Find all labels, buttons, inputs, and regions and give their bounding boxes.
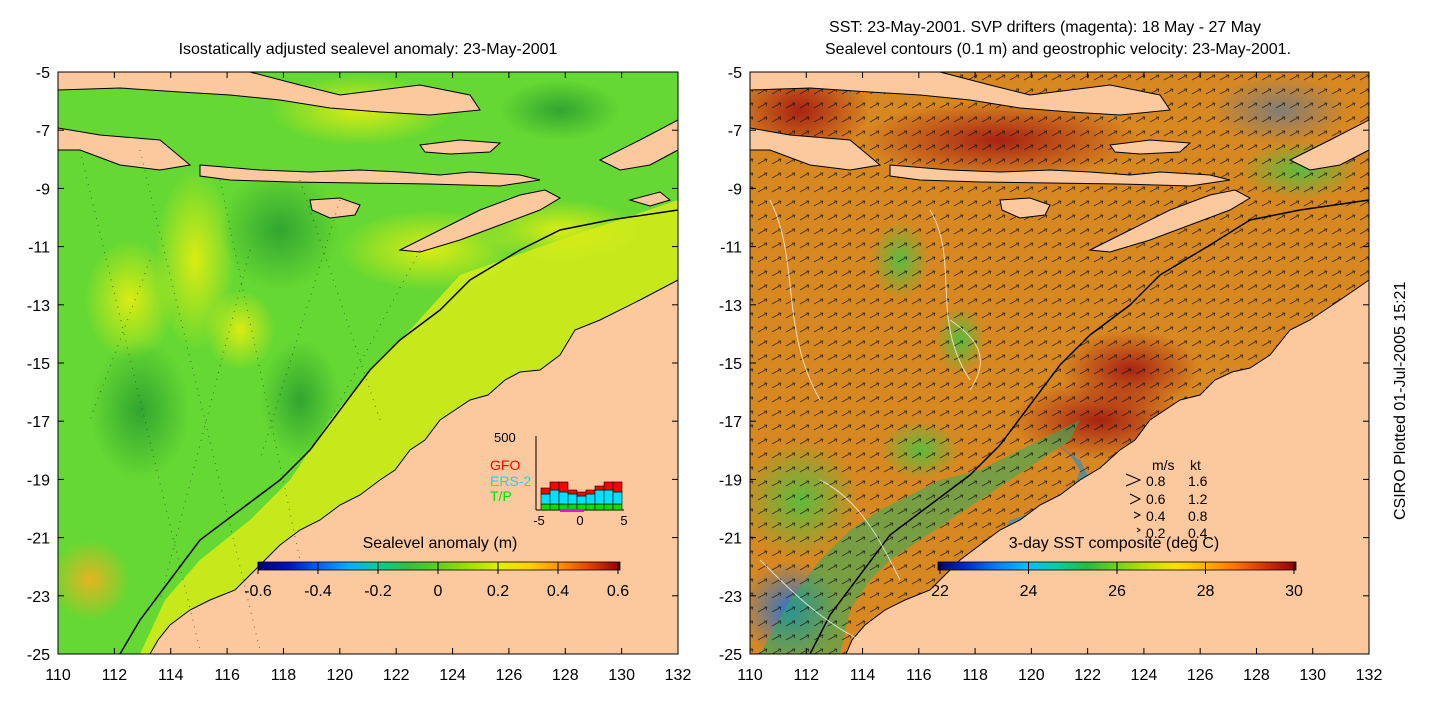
right-axis-xtick-130: 130 [1299,667,1326,684]
velocity-row1-kt: 1.6 [1188,473,1208,489]
left-axes: 110 112 114 116 118 120 122 124 126 128 130 132 -5 -7… [27,65,692,684]
sealevel-anomaly-map [58,72,678,654]
right-axis-ytick--19: -19 [719,472,742,489]
inset-legend-tp: T/P [490,488,512,504]
inset-xtick-mid: 0 [576,513,583,528]
left-axis-xtick-120: 120 [326,667,353,684]
right-axis-ytick--17: -17 [719,414,742,431]
velocity-row3-kt: 0.8 [1188,508,1208,524]
right-axis-ytick--7: -7 [728,123,742,140]
inset-ymax-label: 500 [494,430,516,445]
right-axis-ytick--11: -11 [720,240,742,257]
right-axis-xtick-122: 122 [1074,667,1101,684]
left-axis-xtick-128: 128 [552,667,579,684]
velocity-row4-kt: 0.4 [1188,525,1208,541]
left-axis-ytick--9: -9 [36,181,50,198]
sealevel-colorbar-tick-4: 0.2 [487,583,509,600]
right-axes: 110 112 114 116 118 120 122 124 126 128 130 132 -5 -7… [719,65,1383,684]
right-axis-xtick-110: 110 [737,667,763,684]
sst-colorbar-tick-3: 28 [1197,583,1215,600]
right-axis-ytick--25: -25 [719,647,742,664]
left-axis-xtick-112: 112 [102,667,128,684]
left-axis-xtick-124: 124 [439,667,466,684]
sst-colorbar-tick-1: 24 [1020,583,1038,600]
sealevel-colorbar-tick-0: -0.6 [244,583,272,600]
inset-xtick-right: 5 [620,513,627,528]
left-axis-ytick--11: -11 [28,240,50,257]
track-histogram-inset: 500 -5 0 5 GFO ERS-2 T/P [490,430,628,528]
sealevel-colorbar-tick-5: 0.4 [547,583,569,600]
australia-landmass-sst [845,279,1369,654]
inset-legend-gfo: GFO [490,457,520,473]
sst-colorbar-tick-2: 26 [1108,583,1126,600]
velocity-header-kt: kt [1190,457,1201,473]
right-panel-title-line2: Sealevel contours (0.1 m) and geostrophi… [824,41,1292,58]
sst-map [750,72,1369,654]
left-axis-ytick--21: -21 [27,531,50,548]
left-axis-ytick--5: -5 [36,65,50,82]
sealevel-colorbar-tick-1: -0.4 [304,583,332,600]
sealevel-colorbar-tick-6: 0.6 [607,583,629,600]
left-axis-xtick-126: 126 [496,667,523,684]
left-axis-xtick-122: 122 [383,667,410,684]
left-axis-xtick-118: 118 [271,667,297,684]
velocity-row3-ms: 0.4 [1146,508,1166,524]
left-axis-ytick--13: -13 [27,298,50,315]
left-axis-xtick-110: 110 [45,667,71,684]
australia-landmass [149,279,678,654]
left-axis-ytick--7: -7 [36,123,50,140]
velocity-row2-ms: 0.6 [1146,491,1166,507]
sealevel-colorbar-label: Sealevel anomaly (m) [363,535,518,552]
right-axis-xtick-112: 112 [794,667,820,684]
right-axis-ytick--23: -23 [719,589,742,606]
sealevel-colorbar-tick-3: 0 [434,583,443,600]
right-panel-title-line1: SST: 23-May-2001. SVP drifters (magenta)… [829,19,1261,36]
inset-xtick-left: -5 [533,513,545,528]
right-axis-xtick-120: 120 [1018,667,1045,684]
left-axis-ytick--19: -19 [27,472,50,489]
velocity-row1-ms: 0.8 [1146,473,1166,489]
left-axis-ytick--17: -17 [27,414,50,431]
velocity-row2-kt: 1.2 [1188,491,1208,507]
right-axis-ytick--5: -5 [728,65,742,82]
sst-colorbar-tick-0: 22 [931,583,949,600]
plot-credit: CSIRO Plotted 01-Jul-2005 15:21 [1392,281,1409,520]
inset-legend-ers2: ERS-2 [490,473,531,489]
right-axis-xtick-126: 126 [1187,667,1214,684]
sealevel-colorbar-tick-2: -0.2 [364,583,392,600]
left-axis-xtick-114: 114 [158,667,184,684]
left-axis-ytick--25: -25 [27,647,50,664]
sst-colorbar: 3-day SST composite (deg C) 22 24 26 28 30 [931,535,1303,600]
left-axis-xtick-130: 130 [608,667,635,684]
left-axis-ytick--23: -23 [27,589,50,606]
left-axis-xtick-116: 116 [214,667,240,684]
left-panel-title: Isostatically adjusted sealevel anomaly:… [178,41,558,58]
left-axis-ytick--15: -15 [27,356,50,373]
right-axis-xtick-118: 118 [962,667,988,684]
right-axis-xtick-132: 132 [1356,667,1383,684]
velocity-scale-legend: m/s kt 0.8 1.6 0.6 1.2 0.4 0.8 0.2 0.4 [1125,457,1208,541]
right-axis-ytick--13: -13 [719,298,742,315]
right-axis-xtick-114: 114 [850,667,876,684]
right-axis-xtick-128: 128 [1243,667,1270,684]
sst-colorbar-label: 3-day SST composite (deg C) [1009,535,1219,552]
right-axis-xtick-124: 124 [1131,667,1158,684]
sealevel-colorbar: Sealevel anomaly (m) -0.6 -0.4 -0.2 0 0.2 0.4… [244,535,629,600]
velocity-row4-ms: 0.2 [1146,525,1166,541]
velocity-header-ms: m/s [1152,457,1175,473]
right-axis-ytick--21: -21 [719,531,742,548]
sst-colorbar-tick-4: 30 [1285,583,1303,600]
right-axis-ytick--15: -15 [719,356,742,373]
right-axis-ytick--9: -9 [728,181,742,198]
left-axis-xtick-132: 132 [665,667,692,684]
right-axis-xtick-116: 116 [906,667,932,684]
